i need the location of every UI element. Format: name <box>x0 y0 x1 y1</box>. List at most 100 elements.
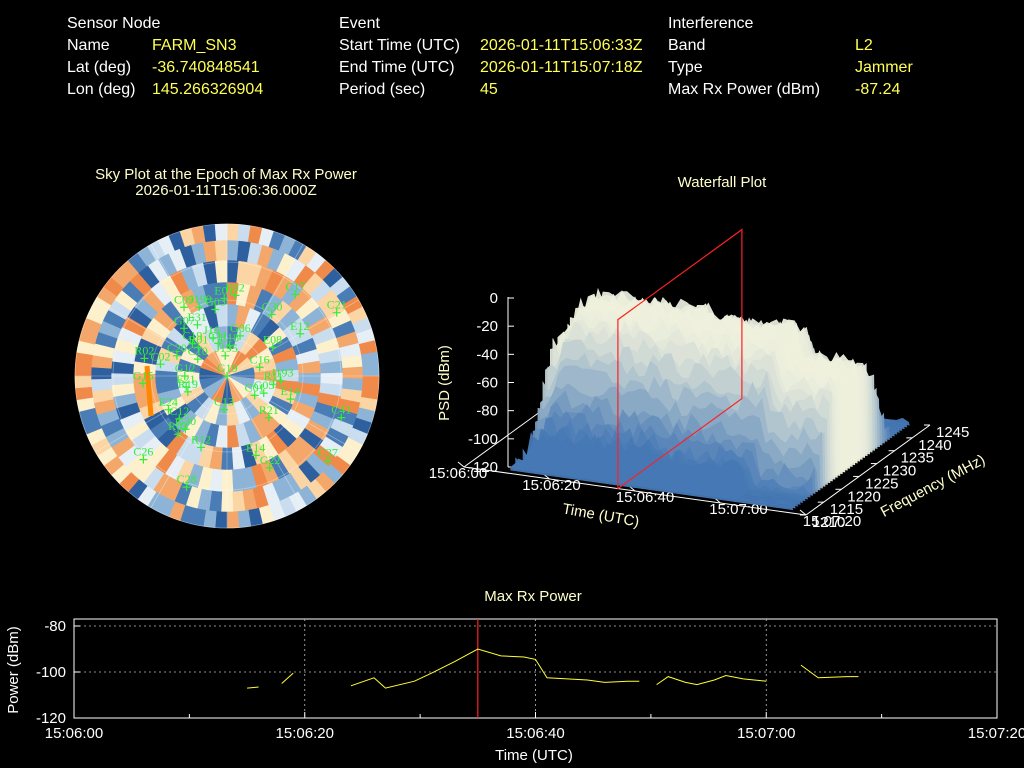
power-x-tick-label: 15:07:00 <box>737 725 795 742</box>
satellite-plus <box>180 324 189 333</box>
sky-azimuth-spoke <box>226 375 359 453</box>
satellite-label: E14 <box>246 440 265 454</box>
waterfall-frequency-tick-label: 1210 <box>812 514 845 531</box>
waterfall-frequency-tick-label: 1215 <box>830 501 863 518</box>
satellite-plus <box>267 310 276 319</box>
satellite-marker: R11 <box>264 369 283 389</box>
sky-cell <box>362 363 380 377</box>
satellite-marker: E08 <box>263 332 282 352</box>
waterfall-z-tick-label: -120 <box>468 459 498 476</box>
sky-cell <box>202 224 217 243</box>
sky-cell <box>74 375 92 389</box>
sky-cell <box>110 372 134 386</box>
satellite-label: R02 <box>134 343 154 357</box>
satellite-label: C02 <box>150 349 170 363</box>
satellite-marker: C28 <box>177 472 197 492</box>
satellite-marker: C10 <box>188 344 208 364</box>
interference-type-value: Jammer <box>855 59 913 76</box>
sky-azimuth-spoke <box>150 244 228 377</box>
satellite-label: E12 <box>290 319 309 333</box>
waterfall-frequency-tick-label: 1240 <box>918 437 951 454</box>
sky-elevation-ring <box>188 337 266 415</box>
satellite-plus <box>221 351 230 360</box>
event-start-value: 2026-01-11T15:06:33Z <box>480 37 643 54</box>
sky-cell <box>90 366 112 380</box>
satellite-marker: C21 <box>327 298 347 317</box>
sensor-lat-label: Lat (deg) <box>67 59 132 76</box>
sky-cell <box>90 378 113 392</box>
power-y-tick-label: -100 <box>36 664 66 681</box>
sky-cell <box>214 259 228 283</box>
waterfall-z-tick-label: -80 <box>476 403 498 420</box>
satellite-marker: C02 <box>150 349 170 369</box>
satellite-marker: E14 <box>280 384 300 404</box>
waterfall-z-tick-label: -40 <box>476 346 498 363</box>
satellite-marker: E01 <box>214 283 234 303</box>
satellite-marker: J195 <box>215 341 238 360</box>
satellite-label: J199 <box>189 292 212 306</box>
power-x-tick-label: 15:06:00 <box>45 725 103 742</box>
event-period-label: Period (sec) <box>339 81 426 98</box>
sky-cell <box>226 223 240 241</box>
sky-cell <box>214 223 228 241</box>
power-x-tick-label: 15:06:20 <box>276 725 334 742</box>
satellite-plus <box>211 305 220 314</box>
power-xlabel: Time (UTC) <box>495 747 573 764</box>
satellite-label: E01 <box>214 283 233 297</box>
satellite-marker: G06 <box>230 321 251 340</box>
satellite-plus <box>276 376 285 385</box>
satellite-label: J193 <box>271 366 294 380</box>
satellite-label: C09 <box>174 292 194 306</box>
satellite-label: C21 <box>327 298 347 312</box>
satellite-plus <box>181 425 190 434</box>
interference-power-label: Max Rx Power (dBm) <box>668 81 821 98</box>
satellite-label: G05 <box>254 378 275 392</box>
sky-cell <box>360 351 379 366</box>
satellite-marker: C26 <box>133 445 153 464</box>
sky-cell <box>74 363 92 377</box>
event-title: Event <box>339 15 380 32</box>
satellite-plus <box>220 405 229 414</box>
sky-cell <box>237 509 252 528</box>
satellite-label: G06 <box>230 321 251 335</box>
waterfall-time-tick-label: 15:07:00 <box>709 501 767 518</box>
sky-azimuth-spoke <box>150 375 228 508</box>
satellite-plus <box>209 333 218 342</box>
sensor-name-label: Name <box>67 37 110 54</box>
satellite-label: G22 <box>260 453 281 467</box>
satellite-plus <box>193 355 202 364</box>
satellite-marker: G07 <box>174 313 195 333</box>
sky-elevation-ring <box>74 223 380 529</box>
sensor-title: Sensor Node <box>67 15 161 32</box>
waterfall-time-tick <box>457 461 465 468</box>
satellite-marker: G12 <box>175 361 196 380</box>
satellite-label: R19 <box>178 377 198 391</box>
satellite-marker: G19 <box>217 361 238 380</box>
satellite-plus <box>193 320 202 329</box>
satellite-marker: R12 <box>191 432 211 452</box>
satellite-label: E14 <box>280 384 299 398</box>
satellite-marker: E18 <box>220 331 239 350</box>
waterfall-z-tick-label: -100 <box>468 431 498 448</box>
satellite-label: G12 <box>175 361 196 375</box>
satellite-plus <box>182 483 191 492</box>
sky-plot: J195C11J16E18G06E31C19G07C09J199G03E01E0… <box>74 223 380 529</box>
waterfall-time-tick-label: 15:06:40 <box>616 489 674 506</box>
satellite-plus <box>138 379 147 388</box>
satellite-marker: C12 <box>169 404 189 423</box>
waterfall-z-tick-label: -20 <box>476 318 498 335</box>
satellite-plus <box>194 343 203 352</box>
waterfall-frequency-tick-label: 1245 <box>936 424 969 441</box>
sky-azimuth-spoke <box>226 244 304 377</box>
satellite-label: C16 <box>250 352 270 366</box>
sky-cell <box>342 366 364 380</box>
satellite-label: E08 <box>263 332 282 346</box>
satellite-marker: C20 <box>167 341 187 360</box>
satellite-label: R12 <box>191 432 211 446</box>
satellite-label: C10 <box>188 344 208 358</box>
satellite-plus <box>337 413 346 422</box>
sky-elevation-ring <box>150 299 304 453</box>
satellite-plus <box>259 389 268 398</box>
waterfall-frequency-axis <box>805 424 931 516</box>
